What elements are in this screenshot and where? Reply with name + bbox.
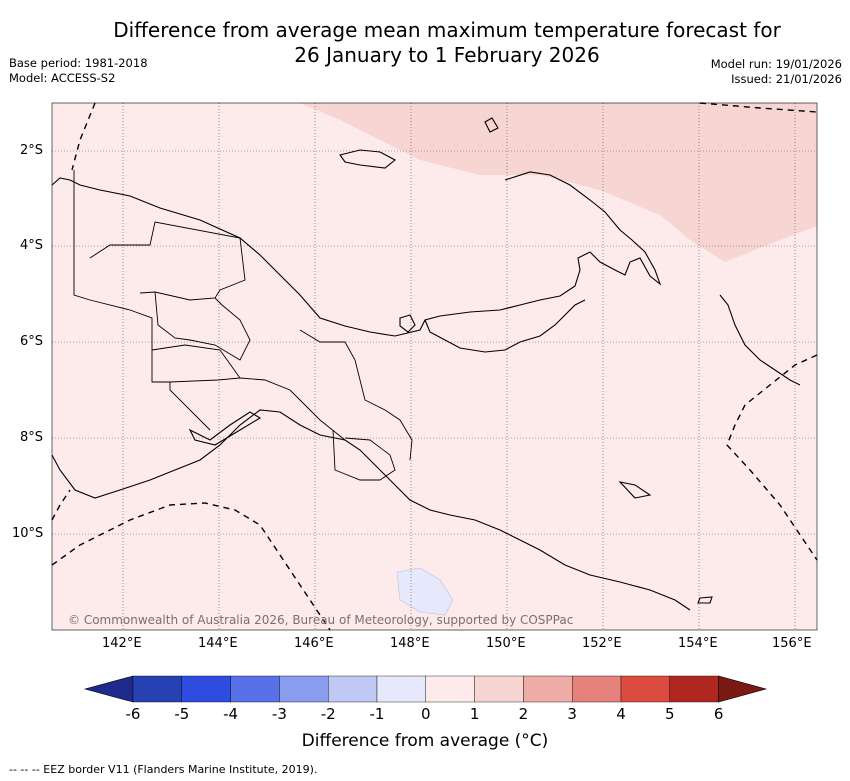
lon-label-144e: 144°E (198, 636, 238, 651)
graticule (52, 103, 817, 630)
colorbar-swatch (279, 675, 329, 703)
warm-anomaly-region (300, 103, 817, 262)
base-period: Base period: 1981-2018 (9, 56, 148, 70)
colorbar-tick-label: 1 (469, 705, 480, 723)
model-name: Model: ACCESS-S2 (9, 71, 116, 85)
colorbar-swatch (620, 675, 670, 703)
colorbar-tick-label: -1 (369, 705, 385, 723)
coastlines (51, 117, 801, 611)
colorbar-arrow-low (83, 675, 134, 703)
province-borders (73, 170, 413, 481)
lon-label-146e: 146°E (294, 636, 334, 651)
meta-right: Model run: 19/01/2026 Issued: 21/01/2026 (711, 57, 842, 87)
lon-label-156e: 156°E (772, 636, 812, 651)
model-run: Model run: 19/01/2026 (710, 57, 842, 71)
colorbar-swatch (328, 675, 378, 703)
colorbar (83, 675, 768, 703)
colorbar-swatch (132, 675, 182, 703)
colorbar-tick-label: -2 (320, 705, 336, 723)
colorbar-swatch (376, 675, 426, 703)
lon-label-148e: 148°E (390, 636, 430, 651)
lat-label-4s: 4°S (20, 238, 44, 253)
meta-left: Base period: 1981-2018 Model: ACCESS-S2 (9, 56, 148, 86)
colorbar-swatch (230, 675, 280, 703)
colorbar-tick-label: 0 (421, 705, 431, 723)
colorbar-tick-label: -5 (174, 705, 190, 723)
colorbar-tick-label: 6 (713, 705, 724, 723)
colorbar-tick-label: 5 (665, 705, 675, 723)
colorbar-swatch (572, 675, 622, 703)
copyright-notice: © Commonwealth of Australia 2026, Bureau… (68, 613, 574, 627)
title-line-2: 26 January to 1 February 2026 (294, 43, 600, 67)
title-line-1: Difference from average mean maximum tem… (113, 18, 781, 42)
lon-label-150e: 150°E (486, 636, 526, 651)
lon-label-152e: 152°E (582, 636, 622, 651)
map-frame (51, 102, 818, 631)
colorbar-swatch (669, 675, 719, 703)
colorbar-arrow-high (718, 675, 768, 703)
colorbar-tick-label: -4 (223, 705, 239, 723)
colorbar-swatch (474, 675, 524, 703)
map-title: Difference from average mean maximum tem… (0, 18, 850, 68)
colorbar-title: Difference from average (°C) (301, 731, 549, 751)
lat-label-10s: 10°S (12, 526, 44, 541)
lon-label-142e: 142°E (102, 636, 142, 651)
lat-label-8s: 8°S (20, 430, 44, 445)
lon-label-154e: 154°E (678, 636, 718, 651)
colorbar-swatch (523, 675, 573, 703)
colorbar-tick-label: 3 (567, 705, 577, 723)
eez-borders (51, 102, 818, 631)
issued-date: Issued: 21/01/2026 (731, 72, 842, 86)
colorbar-swatch (425, 675, 475, 703)
colorbar-tick-label: -6 (125, 705, 141, 723)
eez-footnote: -- -- -- EEZ border V11 (Flanders Marine… (9, 763, 318, 776)
colorbar-tick-label: 4 (616, 705, 626, 723)
colorbar-swatch (181, 675, 231, 703)
lat-label-2s: 2°S (20, 143, 44, 158)
lat-label-6s: 6°S (20, 334, 44, 349)
colorbar-tick-label: 2 (518, 705, 529, 723)
colorbar-tick-label: -3 (271, 705, 287, 723)
cool-anomaly-patch (396, 567, 454, 616)
